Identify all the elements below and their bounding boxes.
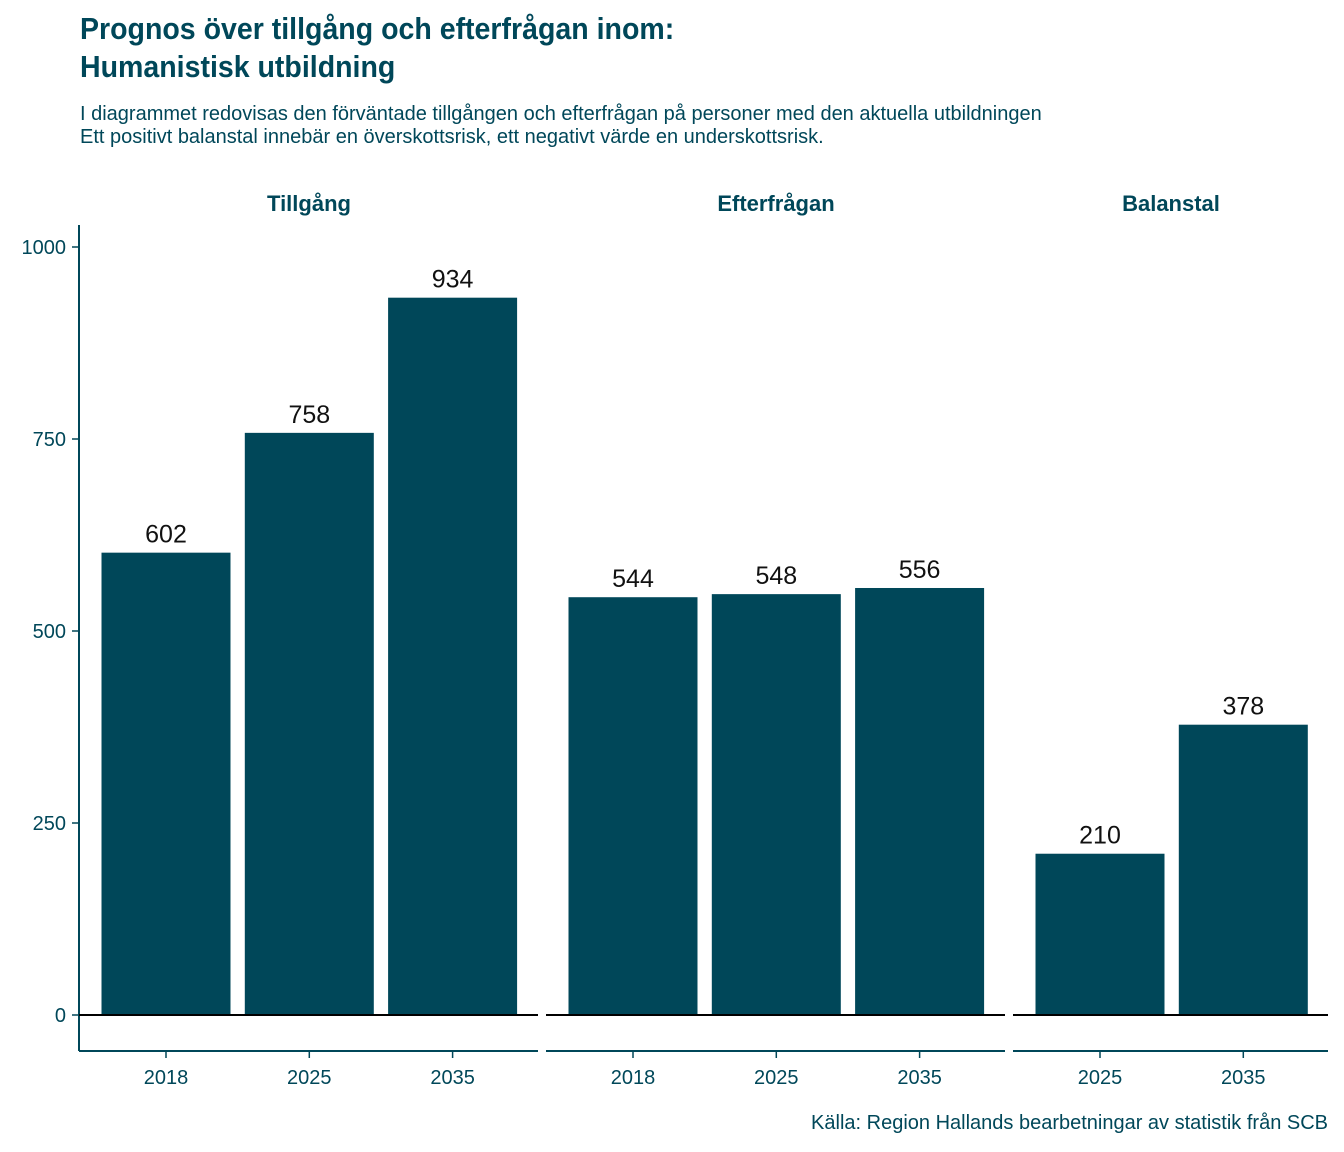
bar-value-label: 548 bbox=[755, 562, 797, 590]
bar-value-label: 934 bbox=[432, 266, 474, 294]
bar-value-label: 378 bbox=[1222, 693, 1264, 721]
x-tick-label: 2018 bbox=[611, 1067, 656, 1089]
bar bbox=[244, 432, 374, 1016]
chart-subtitle-line-2: Ett positivt balanstal innebär en översk… bbox=[80, 126, 824, 148]
bar bbox=[101, 552, 231, 1015]
y-tick-label: 0 bbox=[55, 1005, 66, 1027]
x-tick-label: 2025 bbox=[754, 1067, 799, 1089]
x-tick-label: 2025 bbox=[287, 1067, 332, 1089]
x-tick-label: 2018 bbox=[144, 1067, 189, 1089]
x-tick-label: 2035 bbox=[1221, 1067, 1266, 1089]
x-tick-label: 2035 bbox=[897, 1067, 942, 1089]
facet-label: Tillgång bbox=[267, 191, 351, 216]
facet-label: Balanstal bbox=[1122, 191, 1220, 216]
chart-title-line-1: Prognos över tillgång och efterfrågan in… bbox=[80, 11, 675, 46]
x-tick-label: 2025 bbox=[1078, 1067, 1123, 1089]
bar bbox=[855, 587, 985, 1015]
bar-value-label: 758 bbox=[288, 401, 330, 429]
bar bbox=[1178, 724, 1308, 1015]
chart-subtitle: I diagrammet redovisas den förväntade ti… bbox=[80, 103, 1042, 149]
bar-value-label: 602 bbox=[145, 521, 187, 549]
bar-value-label: 544 bbox=[612, 565, 654, 593]
y-tick-label: 250 bbox=[33, 813, 66, 835]
chart-caption: Källa: Region Hallands bearbetningar av … bbox=[811, 1112, 1328, 1134]
y-tick-label: 750 bbox=[33, 429, 66, 451]
bar bbox=[711, 594, 841, 1015]
bar-value-label: 210 bbox=[1079, 822, 1121, 850]
y-tick-label: 500 bbox=[33, 621, 66, 643]
x-tick-label: 2035 bbox=[430, 1067, 475, 1089]
facet-label: Efterfrågan bbox=[717, 191, 834, 216]
chart-title: Prognos över tillgång och efterfrågan in… bbox=[80, 10, 674, 86]
bar bbox=[388, 297, 518, 1015]
bar-value-label: 556 bbox=[899, 556, 941, 584]
chart-title-line-2: Humanistisk utbildning bbox=[80, 49, 396, 84]
chart-subtitle-line-1: I diagrammet redovisas den förväntade ti… bbox=[80, 103, 1042, 125]
bar bbox=[1035, 853, 1165, 1015]
bar bbox=[568, 597, 698, 1015]
y-tick-label: 1000 bbox=[22, 237, 67, 259]
